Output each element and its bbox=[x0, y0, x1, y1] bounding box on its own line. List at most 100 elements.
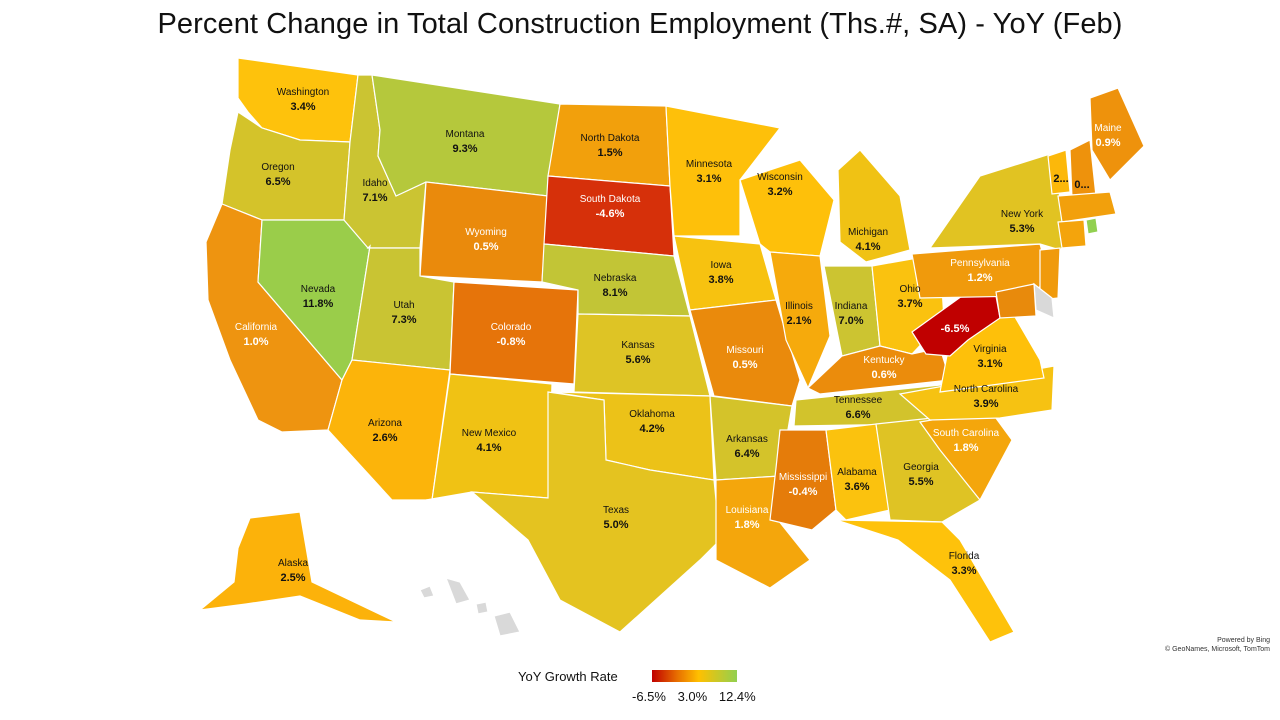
state-name-tn: Tennessee bbox=[834, 395, 883, 406]
state-value-ne: 8.1% bbox=[602, 287, 627, 299]
state-value-ny: 5.3% bbox=[1009, 223, 1034, 235]
state-name-me: Maine bbox=[1094, 123, 1122, 134]
hawaii-island-2 bbox=[475, 601, 489, 615]
state-value-ar: 6.4% bbox=[734, 448, 759, 460]
state-value-nh: 0... bbox=[1074, 179, 1089, 191]
state-ia bbox=[673, 235, 777, 311]
state-value-or: 6.5% bbox=[265, 176, 290, 188]
state-name-ok: Oklahoma bbox=[629, 409, 675, 420]
state-value-id: 7.1% bbox=[362, 192, 387, 204]
state-value-mi: 4.1% bbox=[855, 241, 880, 253]
state-value-nm: 4.1% bbox=[476, 442, 501, 454]
state-value-ca: 1.0% bbox=[243, 336, 268, 348]
state-name-ut: Utah bbox=[393, 300, 414, 311]
state-name-ak: Alaska bbox=[278, 558, 308, 569]
state-name-ca: California bbox=[235, 322, 278, 333]
state-ct bbox=[1057, 219, 1087, 249]
state-value-ak: 2.5% bbox=[280, 572, 305, 584]
state-value-va: 3.1% bbox=[977, 358, 1002, 370]
state-name-wy: Wyoming bbox=[465, 227, 507, 238]
state-value-il: 2.1% bbox=[786, 315, 811, 327]
state-name-tx: Texas bbox=[603, 505, 629, 516]
state-name-or: Oregon bbox=[261, 162, 294, 173]
state-az bbox=[327, 359, 451, 501]
state-name-mi: Michigan bbox=[848, 227, 888, 238]
hawaii-island-1 bbox=[419, 585, 435, 599]
state-value-nc: 3.9% bbox=[973, 398, 998, 410]
state-name-wa: Washington bbox=[277, 87, 329, 98]
state-value-ia: 3.8% bbox=[708, 274, 733, 286]
state-name-id: Idaho bbox=[362, 178, 387, 189]
map-credit: Powered by Bing © GeoNames, Microsoft, T… bbox=[1165, 636, 1270, 654]
state-name-nd: North Dakota bbox=[581, 133, 640, 144]
state-value-in: 7.0% bbox=[838, 315, 863, 327]
legend-min-label: -6.5% bbox=[632, 689, 666, 704]
map-title: Percent Change in Total Construction Emp… bbox=[157, 8, 1123, 40]
state-name-sd: South Dakota bbox=[580, 194, 641, 205]
state-ak bbox=[198, 511, 397, 623]
state-value-mn: 3.1% bbox=[696, 173, 721, 185]
state-name-ar: Arkansas bbox=[726, 434, 768, 445]
state-name-ia: Iowa bbox=[710, 260, 732, 271]
state-fl bbox=[835, 519, 1015, 643]
state-value-pa: 1.2% bbox=[967, 272, 992, 284]
state-al bbox=[825, 423, 891, 521]
state-name-mt: Montana bbox=[446, 129, 485, 140]
state-value-wy: 0.5% bbox=[473, 241, 498, 253]
state-name-ga: Georgia bbox=[903, 462, 939, 473]
state-name-ms: Mississippi bbox=[779, 472, 827, 483]
state-value-ga: 5.5% bbox=[908, 476, 933, 488]
state-name-va: Virginia bbox=[973, 344, 1007, 355]
states-layer bbox=[198, 57, 1145, 643]
state-tx bbox=[470, 391, 721, 633]
state-nj bbox=[1039, 247, 1061, 301]
state-name-ny: New York bbox=[1001, 209, 1044, 220]
state-name-la: Louisiana bbox=[726, 505, 769, 516]
state-value-vt: 2... bbox=[1053, 173, 1068, 185]
state-me bbox=[1089, 87, 1145, 181]
labels-layer: Washington 3.4% Oregon 6.5% California 1.0% Ne… bbox=[235, 87, 1122, 584]
state-value-wi: 3.2% bbox=[767, 186, 792, 198]
state-name-fl: Florida bbox=[949, 551, 980, 562]
state-vt bbox=[1047, 149, 1071, 195]
state-ga bbox=[875, 417, 981, 523]
legend-ticks: -6.5% 3.0% 12.4% bbox=[632, 689, 764, 704]
state-value-al: 3.6% bbox=[844, 481, 869, 493]
state-ma bbox=[1057, 191, 1117, 223]
state-name-ne: Nebraska bbox=[594, 273, 637, 284]
state-name-wi: Wisconsin bbox=[757, 172, 803, 183]
state-name-nv: Nevada bbox=[301, 284, 336, 295]
state-value-me: 0.9% bbox=[1095, 137, 1120, 149]
state-name-al: Alabama bbox=[837, 467, 877, 478]
credit-line-2: © GeoNames, Microsoft, TomTom bbox=[1165, 646, 1270, 653]
state-name-nm: New Mexico bbox=[462, 428, 517, 439]
state-mn bbox=[665, 105, 782, 237]
state-value-oh: 3.7% bbox=[897, 298, 922, 310]
state-name-ky: Kentucky bbox=[863, 355, 904, 366]
state-value-sd: -4.6% bbox=[596, 208, 625, 220]
state-mi bbox=[837, 149, 911, 263]
state-value-ms: -0.4% bbox=[789, 486, 818, 498]
state-md bbox=[995, 283, 1037, 319]
state-value-tx: 5.0% bbox=[603, 519, 628, 531]
state-nd bbox=[547, 103, 671, 187]
state-name-nc: North Carolina bbox=[954, 384, 1019, 395]
state-value-fl: 3.3% bbox=[951, 565, 976, 577]
state-name-oh: Ohio bbox=[899, 284, 921, 295]
state-value-tn: 6.6% bbox=[845, 409, 870, 421]
state-value-wa: 3.4% bbox=[290, 101, 315, 113]
state-name-il: Illinois bbox=[785, 301, 813, 312]
state-name-sc: South Carolina bbox=[933, 428, 1000, 439]
state-value-sc: 1.8% bbox=[953, 442, 978, 454]
state-name-mn: Minnesota bbox=[686, 159, 733, 170]
state-name-ks: Kansas bbox=[621, 340, 654, 351]
credit-line-1: Powered by Bing bbox=[1217, 637, 1270, 644]
legend-title: YoY Growth Rate bbox=[518, 669, 618, 684]
state-name-co: Colorado bbox=[491, 322, 532, 333]
state-value-nv: 11.8% bbox=[303, 298, 334, 310]
state-value-ky: 0.6% bbox=[871, 369, 896, 381]
state-mo bbox=[689, 299, 801, 407]
state-ri bbox=[1085, 217, 1099, 235]
state-name-mo: Missouri bbox=[726, 345, 763, 356]
